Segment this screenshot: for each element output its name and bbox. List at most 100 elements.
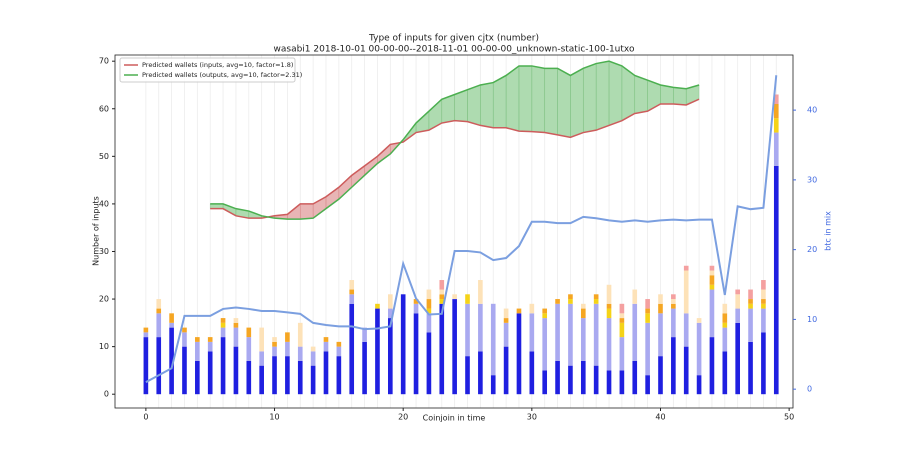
bar-segment [696, 375, 702, 395]
bar-segment [671, 337, 676, 395]
bar-segment [580, 303, 586, 309]
bar-segment [362, 341, 367, 395]
bar-segment [593, 303, 599, 366]
bar-segment [285, 332, 290, 342]
bar-segment [323, 341, 329, 352]
bar-segment [259, 327, 264, 352]
bar-segment [349, 289, 355, 295]
bar-segment [220, 322, 226, 328]
bar-segment [748, 303, 753, 309]
bar-segment [478, 280, 483, 304]
chart-title: Type of inputs for given cjtx (number) [368, 34, 539, 44]
bar-segment [529, 303, 535, 314]
bar-segment [645, 313, 650, 323]
bar-segment [439, 303, 445, 395]
bar-segment [156, 299, 162, 309]
x-tick-label: 30 [527, 413, 537, 422]
bar-segment [722, 322, 728, 328]
bar-segment [439, 289, 445, 295]
bar-segment [580, 360, 586, 395]
bar-segment [619, 370, 625, 395]
bar-segment [336, 346, 342, 357]
bar-segment [246, 360, 252, 395]
bar-segment [735, 294, 740, 309]
bar-segment [735, 322, 740, 395]
bar-segment [439, 294, 445, 300]
bar-segment [696, 322, 702, 376]
fill-area [505, 65, 520, 132]
bar-segment [323, 351, 329, 395]
bar-segment [169, 313, 174, 323]
fill-area [660, 84, 674, 105]
bar-segment [220, 327, 226, 338]
bar-segment [709, 265, 715, 271]
bar-segment [671, 303, 676, 309]
y-tick-label: 10 [99, 342, 109, 351]
y-tick-label: 70 [99, 57, 109, 66]
bar-segment [606, 284, 612, 304]
bar-segment [297, 360, 303, 395]
bar-segment [709, 284, 715, 290]
y-tick-label: 40 [99, 199, 109, 208]
bar-segment [426, 313, 432, 333]
bar-segment [619, 303, 625, 314]
bar-segment [593, 365, 599, 395]
bar-segment [452, 299, 457, 395]
bar-segment [722, 351, 728, 395]
bar-segment [722, 303, 728, 314]
y2-tick-label: 30 [807, 175, 817, 184]
y2-axis-label: btc in mix [824, 211, 833, 251]
bar-segment [748, 289, 753, 300]
bar-segment [156, 308, 162, 314]
bar-segment [156, 313, 162, 338]
bar-segment [773, 118, 779, 133]
bar-segment [658, 303, 663, 314]
bar-segment [709, 270, 715, 276]
bar-segment [761, 299, 766, 304]
bar-segment [735, 289, 740, 295]
y2-tick-label: 10 [807, 315, 817, 324]
bar-segment [349, 294, 355, 304]
bar-segment [465, 356, 470, 395]
bar-segment [233, 327, 239, 347]
bar-segment [632, 360, 638, 395]
y-tick-label: 50 [99, 152, 109, 161]
bar-segment [246, 327, 252, 338]
fill-area [634, 75, 648, 114]
x-tick-label: 0 [143, 413, 148, 422]
bar-segment [580, 308, 586, 319]
fill-area [531, 65, 545, 133]
bar-segment [555, 299, 560, 304]
bar-segment [773, 94, 779, 105]
bar-segment [696, 318, 702, 323]
bar-segment [478, 351, 483, 395]
fill-area [583, 63, 597, 133]
fill-area [544, 68, 558, 136]
bar-segment [285, 356, 290, 395]
bar-segment [516, 308, 522, 314]
y2-tick-label: 0 [807, 385, 812, 394]
fill-area [467, 84, 481, 126]
bar-segment [542, 370, 548, 395]
y-tick-label: 0 [104, 390, 109, 399]
bar-segment [285, 341, 290, 357]
bar-segment [671, 294, 676, 300]
bar-segment [773, 104, 779, 119]
bar-segment [658, 356, 663, 395]
bar-segment [207, 337, 213, 342]
y-axis-label: Number of inputs [92, 196, 101, 266]
bar-segment [658, 313, 663, 357]
bar-segment [773, 132, 779, 166]
plot-frame [114, 54, 794, 409]
bar-segment [683, 346, 689, 395]
bar-segment [349, 280, 355, 290]
y2-tick-label: 40 [807, 106, 817, 115]
bar-segment [542, 313, 548, 319]
bar-segment [606, 318, 612, 371]
bar-segment [426, 308, 432, 314]
bar-segment [619, 318, 625, 323]
bar-segment [388, 294, 393, 309]
bar-segment [336, 356, 342, 395]
bar-segment [619, 313, 625, 319]
fill-area [595, 60, 610, 131]
